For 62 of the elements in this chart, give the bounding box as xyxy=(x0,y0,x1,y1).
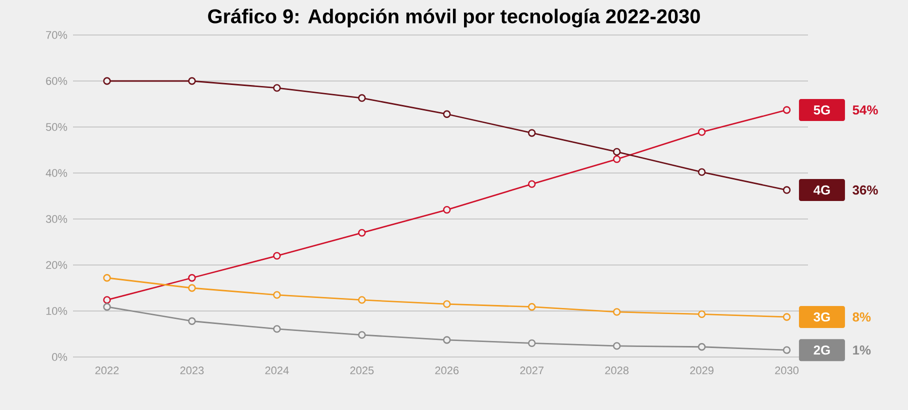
y-tick-label: 50% xyxy=(46,123,68,131)
point xyxy=(273,252,281,260)
point xyxy=(103,274,111,282)
point xyxy=(698,128,706,136)
point xyxy=(103,296,111,304)
x-tick-label: 2029 xyxy=(690,366,714,374)
y-tick-label: 20% xyxy=(46,261,68,269)
point xyxy=(528,303,536,311)
point xyxy=(273,291,281,299)
point xyxy=(188,77,196,85)
series-label: 2G xyxy=(814,346,830,355)
point xyxy=(698,343,706,351)
x-tick-label: 2030 xyxy=(775,366,799,374)
text: 54% xyxy=(852,105,878,115)
point xyxy=(188,317,196,325)
point xyxy=(528,339,536,348)
y-tick-label: 60% xyxy=(46,77,68,85)
y-tick-label: 70% xyxy=(46,31,68,39)
point xyxy=(188,284,196,292)
chart-title: Gráfico 9: Adopción móvil por tecnología 2022-2030 xyxy=(208,8,700,28)
point xyxy=(612,148,621,156)
text: 8% xyxy=(852,312,871,322)
point xyxy=(782,186,791,194)
x-tick-label: 2023 xyxy=(180,366,204,374)
y-tick-label: 0% xyxy=(52,353,68,361)
x-tick-label: 2026 xyxy=(435,366,459,374)
point xyxy=(612,155,621,164)
point xyxy=(358,331,366,339)
point xyxy=(443,206,451,214)
y-tick-label: 10% xyxy=(46,307,68,315)
point xyxy=(273,84,281,92)
point xyxy=(103,303,111,311)
point xyxy=(358,296,366,304)
point xyxy=(273,325,281,333)
x-tick-label: 2027 xyxy=(520,366,544,374)
point xyxy=(443,336,451,344)
point xyxy=(782,346,791,354)
x-tick-label: 2024 xyxy=(265,366,289,374)
y-tick-label: 40% xyxy=(46,169,68,177)
x-tick-label: 2025 xyxy=(350,366,374,374)
point xyxy=(528,129,536,137)
point xyxy=(103,77,111,85)
point xyxy=(782,313,791,321)
y-tick-label: 30% xyxy=(46,215,68,223)
point xyxy=(782,106,791,114)
text: 36% xyxy=(852,185,878,195)
point xyxy=(443,110,451,118)
point xyxy=(358,228,366,237)
x-tick-label: 2022 xyxy=(95,366,119,374)
point xyxy=(698,168,706,176)
series-label: 3G xyxy=(814,312,830,322)
point xyxy=(612,342,621,350)
point xyxy=(443,300,451,308)
series-label: 4G xyxy=(814,185,830,195)
point xyxy=(612,308,621,316)
x-tick-label: 2028 xyxy=(605,366,629,374)
text: 1% xyxy=(853,346,871,355)
series-label: 5G xyxy=(814,105,830,115)
point xyxy=(698,310,706,318)
point xyxy=(528,180,536,188)
point xyxy=(188,274,196,282)
point xyxy=(358,94,366,102)
